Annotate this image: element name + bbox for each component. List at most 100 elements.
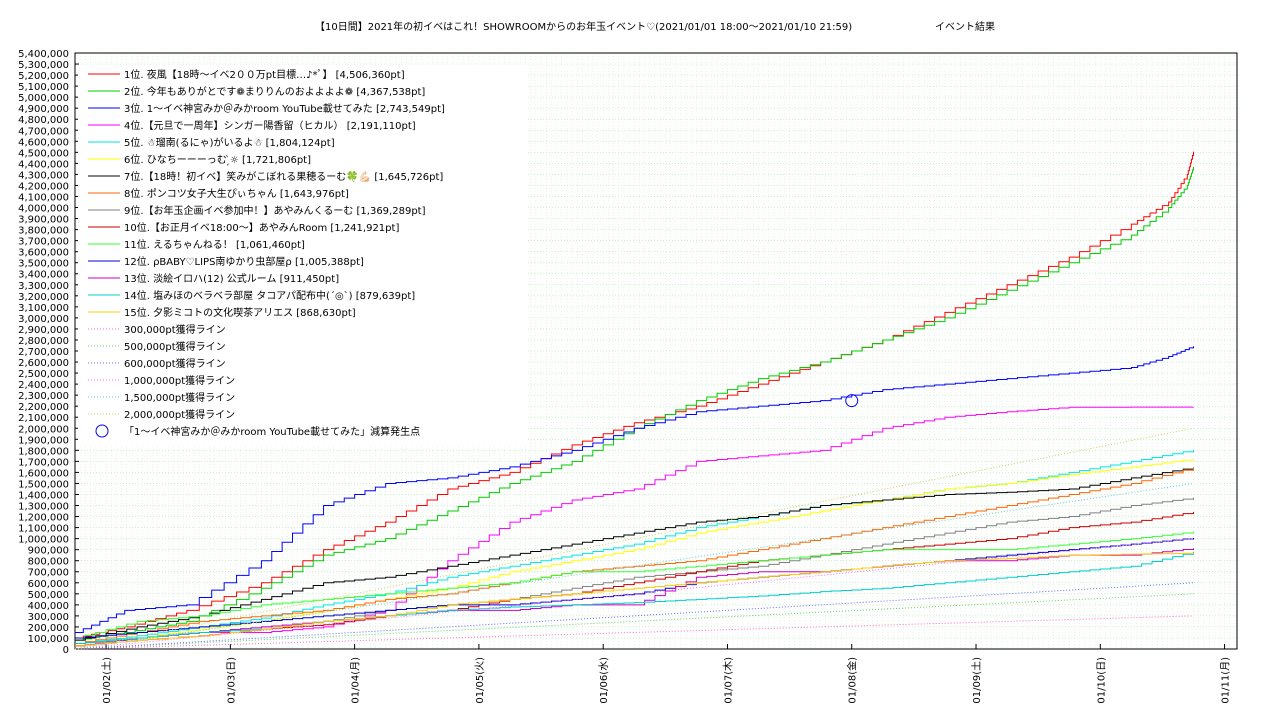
y-tick-label: 4,000,000 <box>18 204 69 215</box>
y-tick-label: 1,900,000 <box>18 435 69 446</box>
series-line <box>75 552 1194 647</box>
y-tick-label: 1,400,000 <box>18 490 69 501</box>
series-line <box>75 548 1194 647</box>
legend-label: 2,000,000pt獲得ライン <box>124 408 235 421</box>
y-tick-label: 1,000,000 <box>18 535 69 546</box>
y-tick-label: 2,900,000 <box>18 325 69 336</box>
series-line <box>74 427 1194 650</box>
y-tick-label: 400,000 <box>28 601 69 612</box>
x-tick-label: 01/02(土) <box>100 657 113 704</box>
y-tick-label: 3,600,000 <box>18 248 69 259</box>
legend-label: 3位. 1〜イベ神宮みか＠みかroom YouTube載せてみた [2,743,… <box>124 102 445 115</box>
y-tick-label: 3,300,000 <box>18 281 69 292</box>
y-tick-label: 1,700,000 <box>18 457 69 468</box>
legend-label: 「1〜イベ神宮みか＠みかroom YouTube載せてみた」減算発生点 <box>124 425 420 438</box>
series-line <box>74 615 1194 650</box>
series-line <box>75 166 1194 641</box>
x-tick-label: 01/11(月) <box>1220 657 1232 704</box>
y-tick-label: 500,000 <box>28 590 69 601</box>
legend-label: 6位. ひなちーーーっむ ̗̀☼ [1,721,806pt] <box>124 153 311 166</box>
y-tick-label: 3,200,000 <box>18 292 69 303</box>
y-tick-label: 900,000 <box>28 546 69 557</box>
y-tick-label: 4,700,000 <box>18 126 69 137</box>
axes: 0100,000200,000300,000400,000500,000600,… <box>18 49 1238 704</box>
y-tick-label: 700,000 <box>28 568 69 579</box>
y-tick-label: 0 <box>63 645 69 656</box>
legend-label: 14位. 塩みほのベラベラ部屋 タコアパ配布中(ˊ◎ˋ) [879,639pt] <box>124 289 415 302</box>
y-tick-label: 5,000,000 <box>18 93 69 104</box>
y-tick-label: 2,800,000 <box>18 336 69 347</box>
x-tick-label: 01/07(木) <box>722 657 734 704</box>
annotation-marker <box>845 394 859 408</box>
y-tick-label: 100,000 <box>28 634 69 645</box>
y-tick-label: 4,800,000 <box>18 115 69 126</box>
y-tick-label: 4,100,000 <box>18 192 69 203</box>
legend-label: 500,000pt獲得ライン <box>124 340 226 353</box>
y-tick-label: 1,500,000 <box>18 479 69 490</box>
legend-label: 15位. 夕影ミコトの文化喫茶アリエス [868,630pt] <box>124 306 356 319</box>
y-tick-label: 5,100,000 <box>18 82 69 93</box>
y-tick-label: 3,400,000 <box>18 270 69 281</box>
legend-label: 13位. 淡絵イロハ(12) 公式ルーム [911,450pt] <box>124 272 339 285</box>
series-line <box>75 346 1194 633</box>
legend-marker <box>95 424 109 438</box>
series-line <box>75 467 1194 644</box>
y-tick-label: 5,400,000 <box>18 49 69 60</box>
y-tick-label: 5,300,000 <box>18 60 69 71</box>
chart-title: 【10日間】2021年の初イベはこれ！SHOWROOMからのお年玉イベント♡(2… <box>315 20 852 33</box>
legend-label: 11位. えるちゃんねる！ [1,061,460pt] <box>124 238 305 251</box>
y-tick-label: 1,100,000 <box>18 524 69 535</box>
legend-label: 5位. ☃瑠南(るにゃ)がいるよ☃ [1,804,124pt] <box>124 136 335 149</box>
x-tick-label: 01/10(日) <box>1096 657 1107 704</box>
y-tick-label: 3,000,000 <box>18 314 69 325</box>
y-tick-label: 200,000 <box>28 623 69 634</box>
y-tick-label: 4,600,000 <box>18 137 69 148</box>
legend-label: 9位.【お年玉企画イベ参加中！】あやみんくるーむ [1,369,289pt] <box>124 204 426 217</box>
y-tick-label: 1,600,000 <box>18 468 69 479</box>
legend-label: 4位.【元旦で一周年】シンガー陽香留（ヒカル） [2,191,110pt] <box>124 119 416 132</box>
legend-label: 7位.【18時！初イベ】笑みがこぼれる果穂るーむ🍀💪🏻 [1,645,726pt… <box>124 170 443 183</box>
y-tick-label: 600,000 <box>28 579 69 590</box>
legend-label: 1位. 夜風【18時〜イベ2００万pt目標…♪*ﾟ】 [4,506,360pt] <box>124 68 405 81</box>
x-tick-label: 01/03(日) <box>226 657 237 704</box>
series-line <box>74 482 1194 650</box>
series-line <box>75 531 1194 639</box>
y-tick-label: 5,200,000 <box>18 71 69 82</box>
legend-label: 2位. 今年もありがとです❁まりりんのおよよよよ❁ [4,367,538pt] <box>124 85 425 98</box>
legend-label: 600,000pt獲得ライン <box>124 357 226 370</box>
y-tick-label: 800,000 <box>28 557 69 568</box>
y-tick-label: 4,900,000 <box>18 104 69 115</box>
legend-label: 1,000,000pt獲得ライン <box>124 374 235 387</box>
y-tick-label: 2,500,000 <box>18 369 69 380</box>
x-tick-label: 01/08(金) <box>846 657 859 704</box>
y-tick-label: 4,500,000 <box>18 148 69 159</box>
series-line <box>75 406 1194 644</box>
y-tick-label: 1,300,000 <box>18 502 69 513</box>
y-tick-label: 2,000,000 <box>18 424 69 435</box>
legend-label: 10位.【お正月イベ18:00〜】あやみんRoom [1,241,921pt] <box>124 221 399 234</box>
y-tick-label: 2,400,000 <box>18 380 69 391</box>
y-tick-label: 4,200,000 <box>18 181 69 192</box>
y-tick-label: 3,500,000 <box>18 259 69 270</box>
y-tick-label: 300,000 <box>28 612 69 623</box>
y-tick-label: 3,800,000 <box>18 226 69 237</box>
x-tick-label: 01/09(土) <box>970 657 983 704</box>
legend-background <box>78 65 528 445</box>
y-tick-label: 2,200,000 <box>18 402 69 413</box>
y-tick-label: 4,400,000 <box>18 159 69 170</box>
series-line <box>74 538 1194 650</box>
y-tick-label: 2,600,000 <box>18 358 69 369</box>
y-tick-label: 3,900,000 <box>18 215 69 226</box>
legend: 1位. 夜風【18時〜イベ2００万pt目標…♪*ﾟ】 [4,506,360pt]… <box>78 65 528 445</box>
legend-label: 1,500,000pt獲得ライン <box>124 391 235 404</box>
y-tick-label: 1,800,000 <box>18 446 69 457</box>
legend-label: 12位. ρBABY♡LIPS南ゆかり虫部屋ρ [1,005,388pt] <box>124 255 364 268</box>
x-tick-label: 01/04(月) <box>350 657 362 704</box>
legend-label: 8位. ポンコツ女子大生ぴぃちゃん [1,643,976pt] <box>124 187 349 200</box>
y-tick-label: 3,700,000 <box>18 237 69 248</box>
y-tick-label: 3,100,000 <box>18 303 69 314</box>
y-tick-label: 4,300,000 <box>18 170 69 181</box>
legend-label: 300,000pt獲得ライン <box>124 323 226 336</box>
